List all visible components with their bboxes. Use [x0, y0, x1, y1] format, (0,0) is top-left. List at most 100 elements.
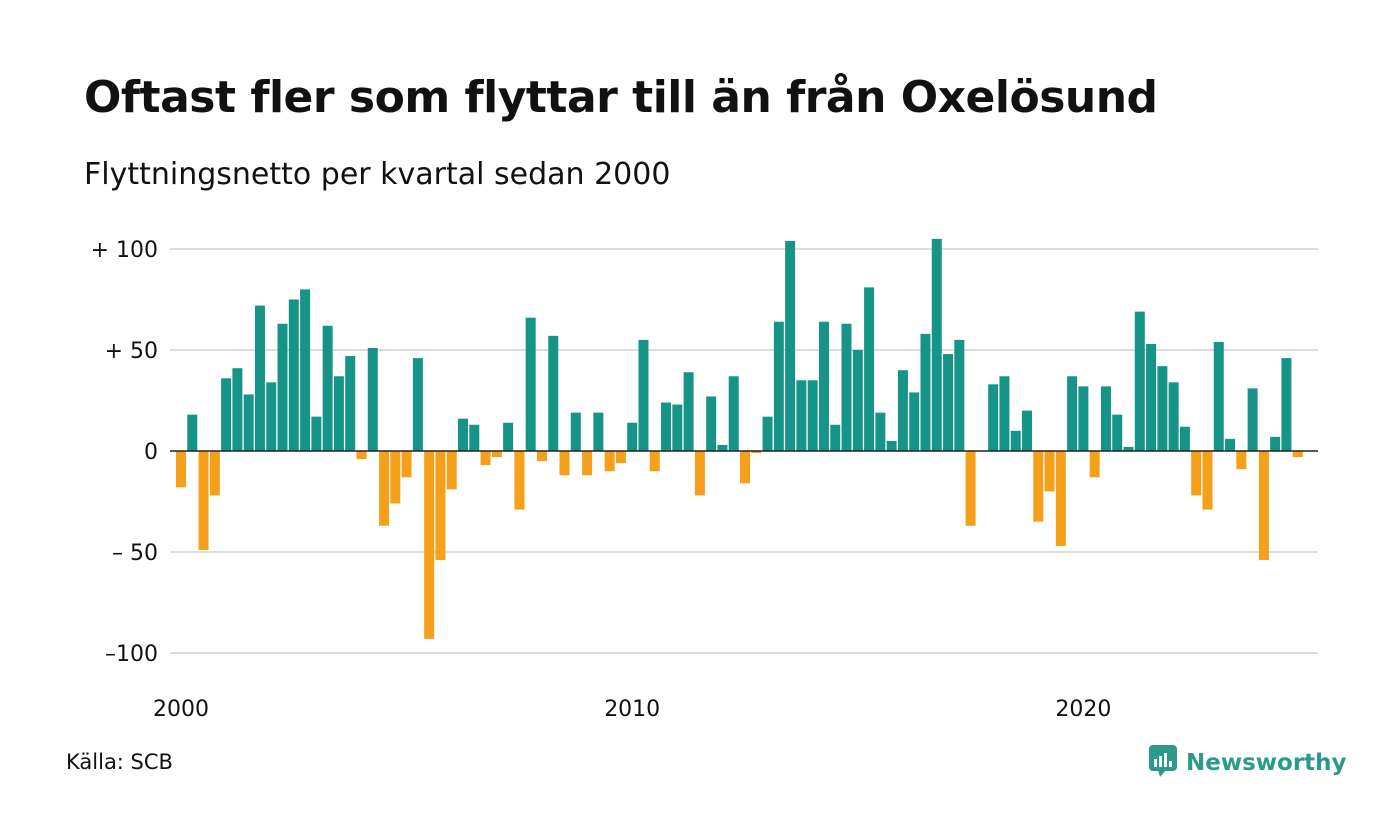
- bar-positive: [1067, 376, 1078, 451]
- bar-positive: [886, 440, 897, 451]
- bar-positive: [1134, 311, 1145, 451]
- bar-negative: [559, 451, 570, 476]
- bar-negative: [198, 451, 209, 550]
- bar-positive: [897, 370, 908, 451]
- bar-positive: [841, 323, 852, 451]
- x-tick-label: 2010: [604, 697, 660, 722]
- bar-positive: [1022, 410, 1032, 451]
- bar-positive: [277, 323, 288, 451]
- bar-negative: [1236, 451, 1247, 470]
- bar-positive: [852, 350, 863, 451]
- y-tick-label: 0: [144, 440, 158, 465]
- grid-layer: [170, 248, 1318, 654]
- bar-positive: [232, 368, 243, 451]
- source-label: Källa: SCB: [66, 750, 173, 774]
- bar-positive: [570, 412, 581, 451]
- bar-negative: [209, 451, 220, 496]
- bar-positive: [254, 305, 265, 451]
- bar-positive: [1179, 426, 1190, 451]
- bar-positive: [367, 347, 378, 451]
- bar-positive: [683, 372, 694, 451]
- bar-negative: [424, 451, 435, 639]
- bar-positive: [311, 416, 322, 451]
- chart-title: Oftast fler som flyttar till än från Oxe…: [84, 72, 1158, 123]
- y-tick-label: – 50: [112, 541, 158, 566]
- bar-positive: [988, 384, 999, 451]
- bar-positive: [548, 335, 559, 451]
- y-tick-label: –100: [105, 642, 158, 667]
- bar-positive: [288, 299, 299, 451]
- bar-negative: [1258, 451, 1269, 561]
- bar-positive: [345, 356, 356, 451]
- bar-positive: [627, 422, 638, 451]
- bar-positive: [807, 380, 818, 451]
- bar-negative: [694, 451, 705, 496]
- bar-positive: [458, 418, 468, 451]
- bar-positive: [909, 392, 920, 451]
- bar-positive: [1281, 358, 1292, 451]
- bar-positive: [818, 321, 829, 451]
- bar-positive: [920, 333, 931, 451]
- brand-name: Newsworthy: [1186, 750, 1347, 776]
- bar-negative: [1202, 451, 1213, 510]
- bar-negative: [604, 451, 615, 472]
- bar-negative: [356, 451, 367, 460]
- bar-positive: [1100, 386, 1111, 451]
- bar-negative: [649, 451, 660, 472]
- bar-negative: [536, 451, 547, 462]
- bar-negative: [491, 451, 502, 458]
- bar-positive: [525, 317, 536, 451]
- bar-positive: [999, 376, 1010, 451]
- bar-negative: [480, 451, 491, 466]
- bar-positive: [469, 424, 480, 451]
- bar-negative: [740, 451, 750, 484]
- bar-positive: [333, 376, 344, 451]
- bar-positive: [1225, 438, 1236, 451]
- bar-negative: [1044, 451, 1055, 492]
- bar-positive: [243, 394, 254, 451]
- bar-positive: [221, 378, 232, 451]
- x-tick-label: 2020: [1055, 697, 1111, 722]
- bar-positive: [773, 321, 784, 451]
- bar-positive: [830, 424, 841, 451]
- bar-positive: [187, 414, 198, 451]
- bar-negative: [446, 451, 457, 490]
- bar-positive: [638, 339, 649, 451]
- bar-negative: [1033, 451, 1044, 522]
- y-tick-label: + 100: [91, 238, 158, 263]
- bar-positive: [1146, 343, 1157, 451]
- bar-positive: [785, 240, 796, 451]
- bar-positive: [1168, 382, 1179, 451]
- bar-negative: [379, 451, 390, 526]
- newsworthy-logo-icon: [1148, 744, 1178, 782]
- bar-positive: [1157, 366, 1168, 451]
- x-axis-ticks: 2000 2010 2020: [153, 697, 1111, 722]
- bar-positive: [503, 422, 514, 451]
- bar-positive: [661, 402, 672, 451]
- y-tick-label: + 50: [105, 339, 158, 364]
- bar-positive: [717, 444, 728, 451]
- chart-subtitle: Flyttningsnetto per kvartal sedan 2000: [84, 157, 671, 192]
- bar-positive: [931, 238, 942, 451]
- brand[interactable]: Newsworthy: [1148, 744, 1347, 782]
- bar-negative: [615, 451, 626, 464]
- bar-negative: [176, 451, 186, 488]
- bar-positive: [412, 358, 423, 451]
- bar-positive: [864, 287, 875, 451]
- bar-positive: [1010, 430, 1021, 451]
- x-tick-label: 2000: [153, 697, 209, 722]
- bar-positive: [1112, 414, 1123, 451]
- bar-negative: [751, 451, 762, 454]
- bar-positive: [672, 404, 683, 451]
- bar-positive: [1213, 341, 1224, 451]
- bar-negative: [1089, 451, 1100, 478]
- bar-positive: [1270, 436, 1281, 451]
- bars: [176, 238, 1303, 639]
- bar-negative: [1191, 451, 1202, 496]
- bar-positive: [1247, 388, 1258, 451]
- bar-positive: [593, 412, 604, 451]
- bar-negative: [401, 451, 412, 478]
- bar-negative: [1292, 451, 1303, 458]
- bar-positive: [706, 396, 717, 451]
